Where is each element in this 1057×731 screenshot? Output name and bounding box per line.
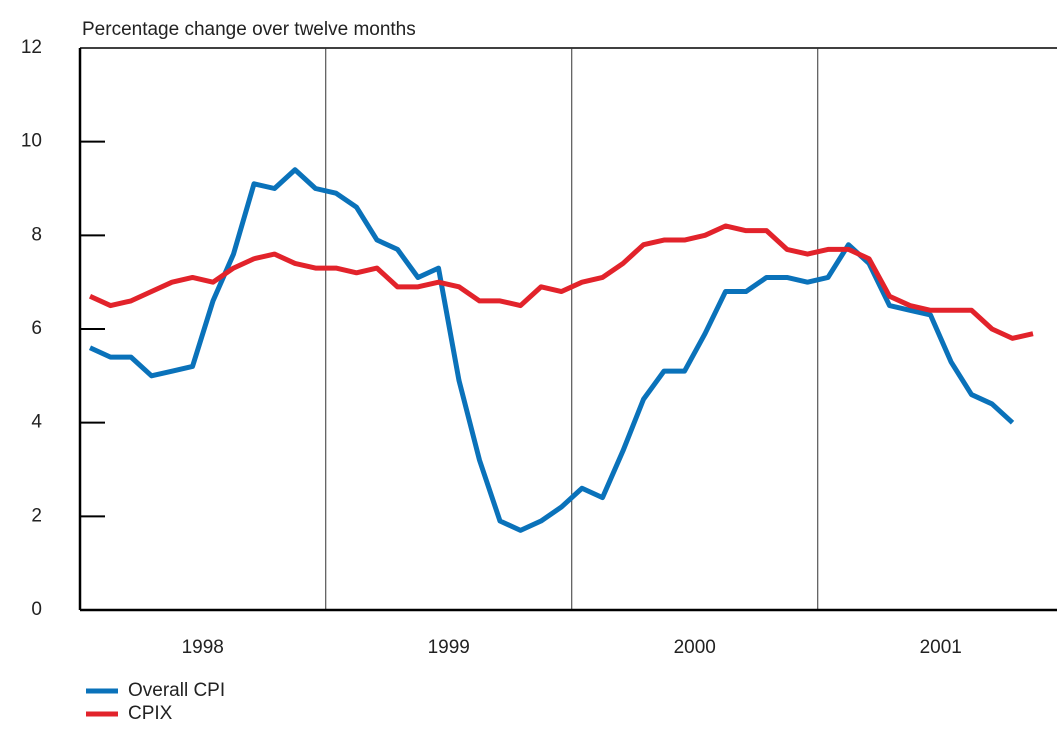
line-series — [88, 167, 1015, 533]
y-tick-label: 4 — [31, 412, 42, 433]
x-tick-label: 2001 — [920, 637, 962, 658]
legend-label: CPIX — [128, 703, 173, 724]
y-tick-label: 10 — [21, 131, 42, 152]
x-tick-label: 2000 — [674, 637, 716, 658]
y-axis-label: Percentage change over twelve months — [82, 19, 416, 40]
y-tick-label: 6 — [31, 318, 42, 339]
x-tick-label: 1999 — [428, 637, 470, 658]
line-series — [88, 223, 1034, 341]
y-tick-label: 2 — [31, 505, 42, 526]
y-tick-label: 0 — [31, 599, 42, 620]
x-tick-label: 1998 — [182, 637, 224, 658]
legend-label: Overall CPI — [128, 680, 225, 701]
y-tick-label: 12 — [21, 37, 42, 58]
y-tick-label: 8 — [31, 224, 42, 245]
